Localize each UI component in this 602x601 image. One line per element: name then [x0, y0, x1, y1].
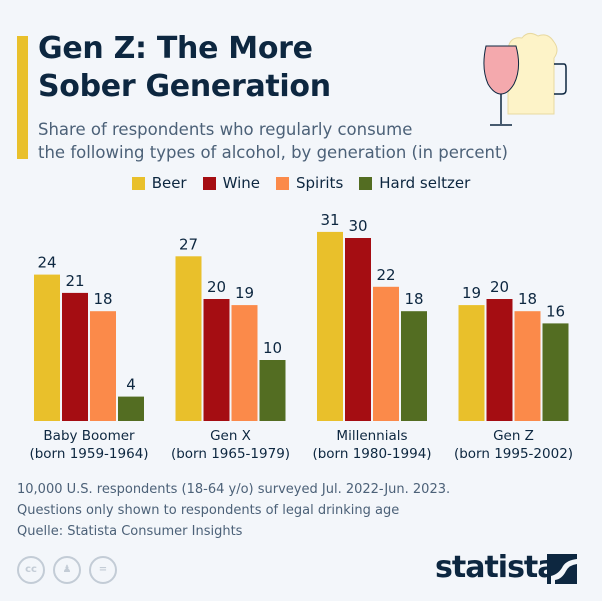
legend-item-spirits: Spirits: [276, 174, 343, 192]
category-label: (born 1995-2002): [454, 446, 573, 462]
legend-swatch-spirits: [276, 176, 290, 190]
category-label: (born 1965-1979): [171, 446, 290, 462]
category-label: Gen Z: [493, 428, 534, 444]
data-label-hard-seltzer: 4: [126, 376, 136, 394]
data-label-beer: 27: [179, 235, 198, 253]
source: Quelle: Statista Consumer Insights: [17, 524, 243, 539]
data-label-spirits: 18: [93, 290, 112, 308]
cc-icon[interactable]: cc: [17, 556, 45, 584]
bar-wine: [345, 238, 371, 421]
bar-wine: [203, 299, 230, 421]
data-label-hard-seltzer: 18: [404, 290, 423, 308]
no-derivatives-icon[interactable]: =: [89, 556, 117, 584]
legend: Beer Wine Spirits Hard seltzer: [0, 174, 602, 192]
bar-hard-seltzer: [259, 360, 286, 421]
category-label: Baby Boomer: [43, 428, 135, 444]
data-label-spirits: 19: [235, 284, 254, 302]
legend-item-beer: Beer: [131, 174, 187, 192]
data-label-wine: 30: [348, 217, 367, 235]
page-title: Gen Z: The More Sober Generation: [38, 30, 331, 106]
legend-swatch-wine: [202, 176, 216, 190]
data-label-wine: 20: [207, 278, 226, 296]
data-label-wine: 21: [65, 272, 84, 290]
footnote-1: 10,000 U.S. respondents (18-64 y/o) surv…: [17, 482, 451, 497]
legend-label-wine: Wine: [222, 174, 261, 192]
attribution-icon[interactable]: ♟: [53, 556, 81, 584]
legend-label-spirits: Spirits: [296, 174, 344, 192]
subtitle: Share of respondents who regularly consu…: [38, 118, 508, 164]
statista-logo[interactable]: statista: [435, 550, 558, 585]
title-line-2: Sober Generation: [38, 69, 331, 104]
bar-beer: [317, 231, 343, 421]
bar-wine: [62, 292, 88, 421]
data-label-spirits: 18: [518, 290, 537, 308]
bar-wine: [486, 299, 513, 421]
category-label: (born 1980-1994): [312, 446, 431, 462]
data-label-wine: 20: [490, 278, 509, 296]
data-label-hard-seltzer: 16: [546, 302, 565, 320]
category-label: Gen X: [210, 428, 251, 444]
data-label-spirits: 22: [376, 266, 395, 284]
bar-spirits: [231, 305, 258, 421]
category-label: (born 1959-1964): [29, 446, 148, 462]
bar-beer: [34, 274, 60, 421]
legend-swatch-hard-seltzer: [359, 176, 373, 190]
data-label-beer: 19: [462, 284, 481, 302]
data-label-beer: 24: [37, 254, 56, 272]
data-label-hard-seltzer: 10: [263, 339, 282, 357]
bar-spirits: [90, 311, 116, 421]
footnote-2: Questions only shown to respondents of l…: [17, 503, 400, 518]
bar-hard-seltzer: [401, 311, 427, 421]
legend-label-hard-seltzer: Hard seltzer: [379, 174, 471, 192]
drinks-illustration-icon: [483, 32, 567, 126]
category-label: Millennials: [336, 428, 407, 444]
title-line-1: Gen Z: The More: [38, 31, 313, 66]
subtitle-line-2: the following types of alcohol, by gener…: [38, 143, 508, 162]
bar-hard-seltzer: [118, 396, 144, 421]
bar-beer: [175, 256, 202, 421]
bar-spirits: [373, 286, 399, 421]
subtitle-line-1: Share of respondents who regularly consu…: [38, 120, 413, 139]
bar-spirits: [514, 311, 541, 421]
footer: 10,000 U.S. respondents (18-64 y/o) surv…: [17, 480, 450, 543]
legend-item-wine: Wine: [202, 174, 261, 192]
bar-hard-seltzer: [542, 323, 569, 421]
data-label-beer: 31: [320, 211, 339, 229]
legend-label-beer: Beer: [151, 174, 187, 192]
statista-logo-mark-icon: [547, 554, 577, 584]
title-accent-bar: [17, 36, 28, 159]
legend-item-hard-seltzer: Hard seltzer: [359, 174, 470, 192]
bar-beer: [458, 305, 485, 421]
legend-swatch-beer: [131, 176, 145, 190]
bar-chart: 24 21 18 4 Baby Boomer (born 1959-1964) 27 20 19…: [29, 211, 573, 462]
